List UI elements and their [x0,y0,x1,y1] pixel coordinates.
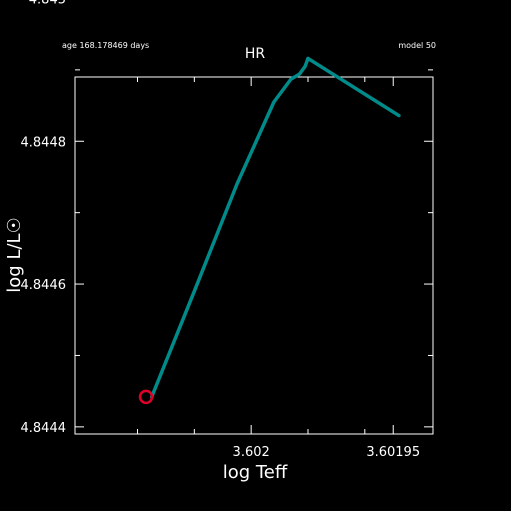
x-axis-title: log Teff [223,462,288,483]
y-tick-label-0: 4.8444 [21,421,67,436]
chart-title: HR [245,46,266,62]
age-label: age 168.178469 days [62,41,149,50]
y-axis-title: log L/L☉ [4,217,25,292]
current-model-marker [138,389,154,405]
tick-labels-group: 3.602 3.60195 4.8444 4.8446 4.8448 4.845 [21,0,421,460]
series-group [149,56,401,399]
ticks-group [75,69,433,434]
y-tick-label-2: 4.8448 [21,135,67,150]
x-tick-label-0: 3.602 [233,445,270,460]
model-label: model 50 [398,41,436,50]
y-tick-label-1: 4.8446 [21,278,67,293]
plot-frame [74,76,434,435]
series-line-0 [149,56,401,399]
x-tick-label-1: 3.60195 [366,445,420,460]
y-tick-label-3: 4.845 [29,0,66,7]
